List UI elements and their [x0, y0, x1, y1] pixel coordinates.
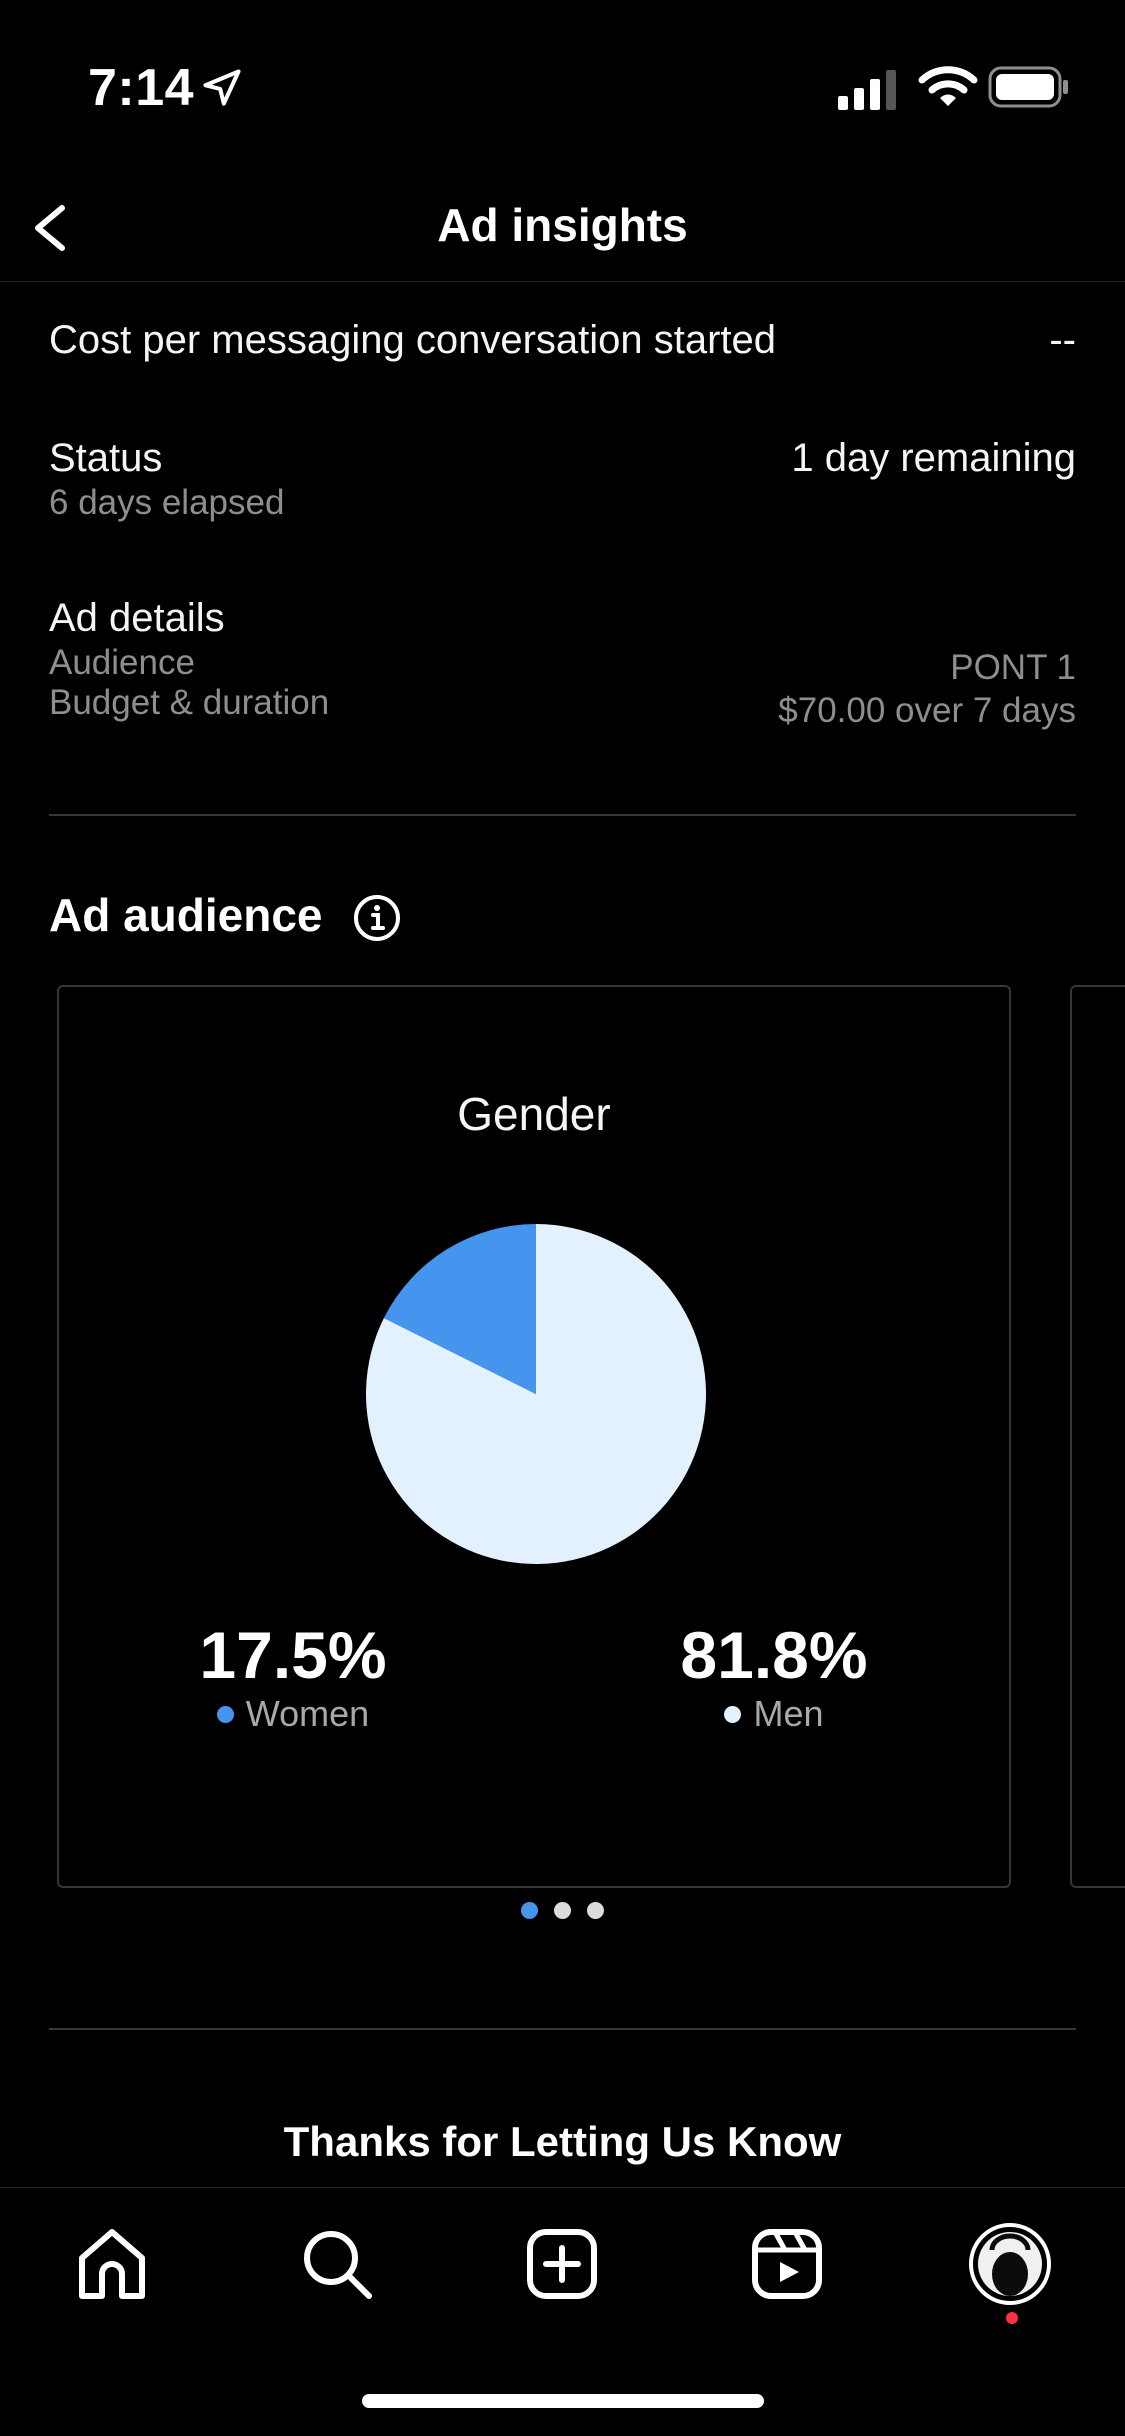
pager-dot-1[interactable]: [521, 1902, 538, 1919]
status-bar: 7:14: [0, 0, 1125, 180]
men-legend: Men: [624, 1693, 924, 1735]
cost-value: --: [1049, 318, 1076, 362]
ad-audience-title: Ad audience: [49, 889, 323, 941]
battery-icon: [988, 66, 1068, 108]
cellular-signal-icon: [838, 70, 896, 110]
create-icon[interactable]: [522, 2224, 602, 2304]
cost-per-conversation-row: Cost per messaging conversation started …: [49, 318, 1076, 363]
status-label: Status: [49, 436, 163, 480]
status-elapsed: 6 days elapsed: [49, 483, 285, 522]
women-legend: Women: [143, 1693, 443, 1735]
location-arrow-icon: [203, 69, 241, 106]
notification-dot: [1006, 2312, 1018, 2324]
budget-label: Budget & duration: [49, 683, 330, 722]
men-label: Men: [753, 1693, 824, 1734]
men-percentage: 81.8%: [680, 1618, 868, 1692]
home-indicator: [362, 2394, 764, 2408]
status-row: Status 6 days elapsed 1 day remaining: [49, 436, 1076, 523]
card-title: Gender: [457, 1088, 611, 1140]
ad-details-row: Ad details Audience Budget & duration PO…: [49, 596, 1076, 730]
wifi-icon: [918, 66, 978, 106]
info-icon[interactable]: [352, 893, 402, 943]
pager-dot-3[interactable]: [587, 1902, 604, 1919]
audience-value: PONT 1: [950, 648, 1076, 687]
home-icon[interactable]: [72, 2224, 152, 2304]
nav-bar: Ad insights: [0, 180, 1125, 282]
pie-slice-women: [383, 1224, 536, 1394]
women-legend-dot: [216, 1705, 234, 1723]
next-card-peek[interactable]: [1070, 985, 1125, 1888]
reels-icon[interactable]: [747, 2224, 827, 2304]
women-percentage: 17.5%: [199, 1618, 387, 1692]
men-stat: 81.8% Men: [624, 1617, 924, 1735]
budget-value: $70.00 over 7 days: [778, 691, 1076, 730]
audience-label: Audience: [49, 643, 195, 682]
thanks-heading: Thanks for Letting Us Know: [283, 2118, 842, 2165]
cost-label: Cost per messaging conversation started: [49, 318, 777, 362]
status-time: 7:14: [88, 59, 195, 117]
ad-details-label: Ad details: [49, 596, 225, 640]
carousel-pager: [0, 1902, 1125, 1919]
divider: [49, 2028, 1076, 2030]
profile-avatar[interactable]: [968, 2222, 1052, 2306]
status-remaining: 1 day remaining: [791, 436, 1076, 480]
gender-pie-chart: [366, 1224, 706, 1564]
pager-dot-2[interactable]: [554, 1902, 571, 1919]
women-stat: 17.5% Women: [143, 1617, 443, 1735]
page-title: Ad insights: [437, 199, 688, 251]
divider: [49, 814, 1076, 816]
men-legend-dot: [724, 1705, 742, 1723]
gender-card[interactable]: Gender 17.5% Women 81.8% Men: [57, 985, 1011, 1888]
back-arrow-icon[interactable]: [22, 188, 86, 268]
women-label: Women: [245, 1693, 370, 1734]
search-icon[interactable]: [297, 2224, 377, 2304]
